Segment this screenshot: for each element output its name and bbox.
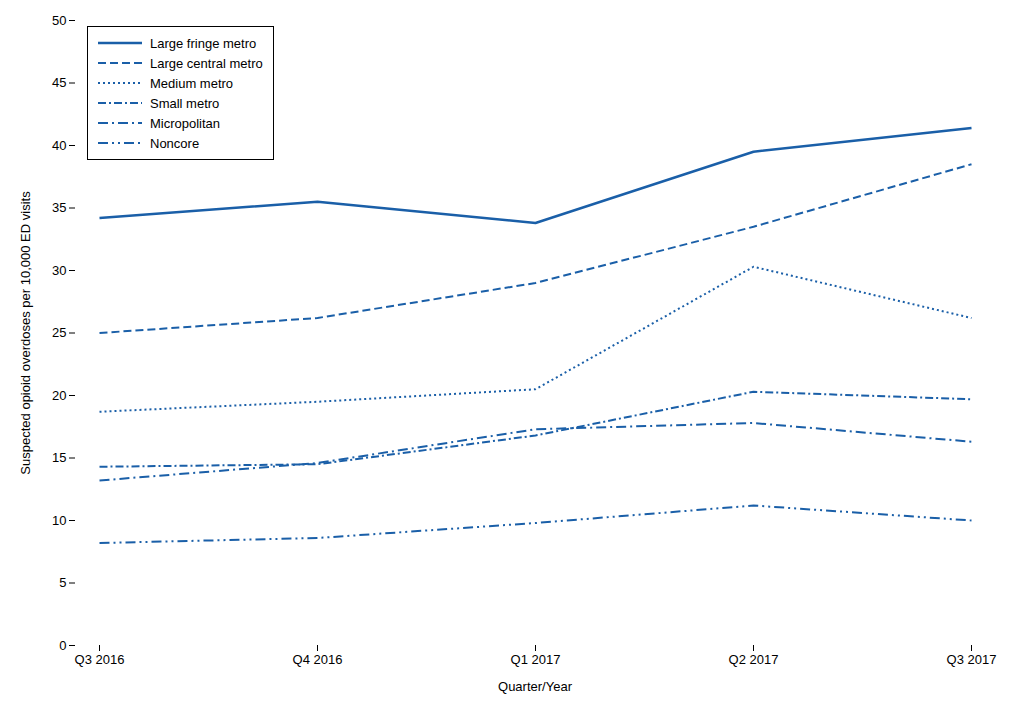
html-text:Large central metro: Large central metro: [150, 55, 263, 71]
svg-text:40: 40: [52, 138, 66, 153]
html-text:Medium metro: Medium metro: [150, 75, 234, 91]
svg-text:5: 5: [59, 575, 66, 590]
svg-text:Suspected opioid overdoses per: Suspected opioid overdoses per 10,000 ED…: [18, 191, 33, 475]
html-text:Noncore: Noncore: [150, 135, 200, 151]
svg-text:Q2 2017: Q2 2017: [729, 652, 779, 667]
html-text:Small metro: Small metro: [150, 95, 220, 111]
svg-text:15: 15: [52, 450, 66, 465]
svg-text:20: 20: [52, 388, 66, 403]
svg-text:10: 10: [52, 513, 66, 528]
html-text:Micropolitan: Micropolitan: [150, 115, 221, 131]
svg-text:Q1 2017: Q1 2017: [511, 652, 561, 667]
svg-text:25: 25: [52, 325, 66, 340]
html-text:Large fringe metro: Large fringe metro: [150, 35, 257, 51]
svg-text:50: 50: [52, 13, 66, 28]
svg-text:35: 35: [52, 200, 66, 215]
svg-text:Quarter/Year: Quarter/Year: [498, 679, 573, 694]
svg-text:Q3 2017: Q3 2017: [947, 652, 997, 667]
svg-text:45: 45: [52, 75, 66, 90]
svg-text:Q4 2016: Q4 2016: [293, 652, 343, 667]
svg-text:0: 0: [59, 638, 66, 653]
svg-text:30: 30: [52, 263, 66, 278]
svg-text:Q3 2016: Q3 2016: [75, 652, 125, 667]
